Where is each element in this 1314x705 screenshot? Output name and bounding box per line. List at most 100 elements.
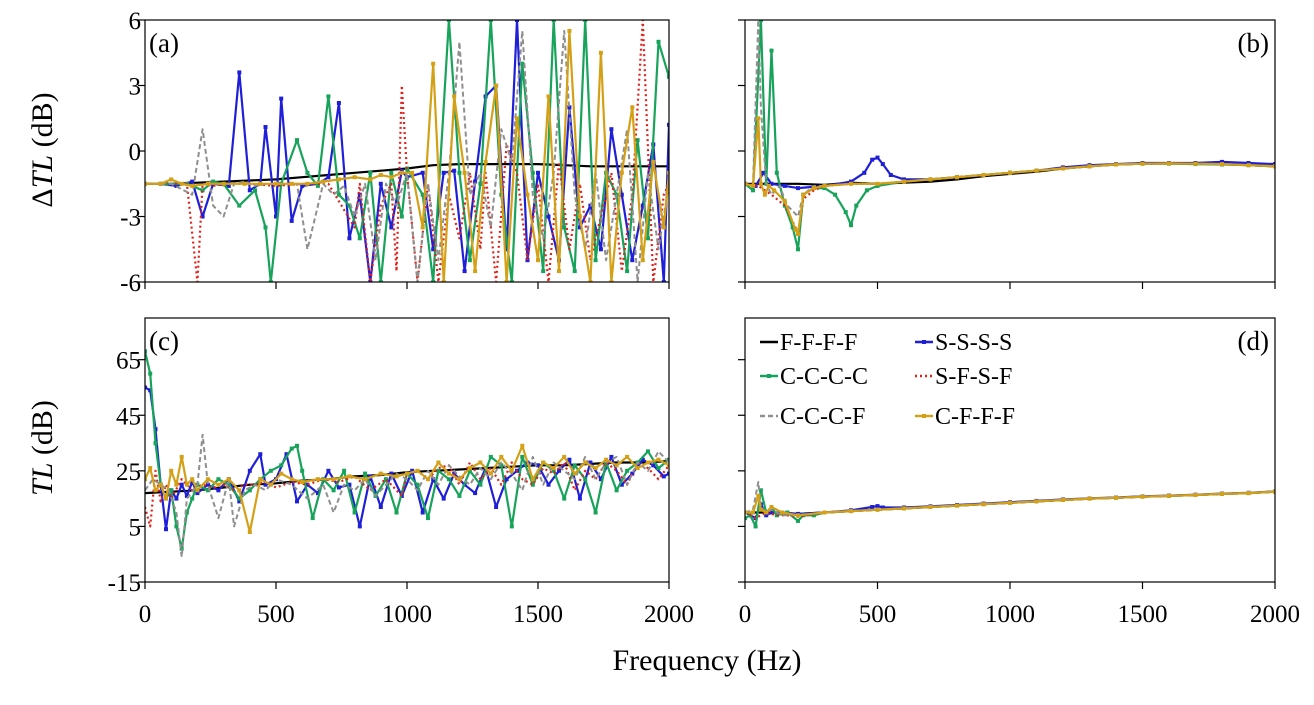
- panel-d: 0 500 1000 1500 2000 (d): [738, 317, 1300, 628]
- series-point-s-s-s-s: [1220, 159, 1224, 164]
- series-point-s-s-s-s: [336, 485, 341, 490]
- plot-frame: [744, 19, 1276, 283]
- series-point-c-f-f-f: [1140, 161, 1145, 166]
- series-point-c-c-c-c: [436, 468, 441, 473]
- series-point-s-s-s-s: [598, 247, 603, 252]
- series-point-c-c-c-c: [541, 269, 546, 274]
- series-point-c-c-c-c: [646, 449, 650, 454]
- series-point-c-f-f-f: [981, 173, 986, 177]
- series-point-c-c-c-c: [849, 223, 853, 228]
- series-point-c-f-f-f: [546, 94, 551, 99]
- legend-item-f-f-f-f: F-F-F-F: [760, 330, 857, 356]
- series-point-c-c-c-c: [625, 468, 630, 473]
- series-point-s-s-s-s: [184, 493, 189, 498]
- series-point-c-f-f-f: [557, 269, 561, 274]
- series-point-c-f-f-f: [478, 460, 483, 465]
- series-point-s-s-s-s: [609, 454, 614, 459]
- series-point-s-s-s-s: [769, 510, 774, 515]
- series-point-s-s-s-s: [247, 188, 252, 193]
- series-point-c-c-c-c: [247, 488, 252, 493]
- series-point-c-f-f-f: [179, 454, 184, 459]
- series-point-c-f-f-f: [822, 510, 827, 515]
- series-point-c-f-f-f: [764, 510, 769, 515]
- series-point-c-c-c-c: [415, 482, 420, 487]
- series-point-c-f-f-f: [1034, 168, 1039, 173]
- series-point-c-c-c-c: [520, 61, 525, 66]
- series-point-c-f-f-f: [221, 181, 226, 186]
- series-point-c-f-f-f: [625, 454, 630, 459]
- series-point-s-s-s-s: [420, 510, 425, 515]
- series-point-c-c-c-c: [488, 454, 493, 459]
- series-point-s-s-s-s: [630, 471, 635, 476]
- series-point-c-f-f-f: [1008, 170, 1012, 175]
- series-point-c-c-c-c: [237, 203, 242, 208]
- series-point-s-s-s-s: [368, 280, 373, 282]
- panel-b: (b): [738, 19, 1276, 289]
- series-point-s-s-s-s: [200, 214, 205, 219]
- series-point-c-f-f-f: [525, 192, 530, 197]
- series-point-c-c-c-c: [796, 518, 800, 523]
- series-point-c-f-f-f: [410, 170, 415, 175]
- series-point-c-f-f-f: [769, 505, 774, 509]
- series-point-c-f-f-f: [363, 477, 368, 482]
- series-point-c-c-c-c: [745, 516, 747, 521]
- series-point-s-s-s-s: [782, 183, 787, 188]
- series-point-s-s-s-s: [237, 70, 242, 75]
- series-point-c-f-f-f: [955, 503, 959, 508]
- series-line-c-c-c-f: [145, 433, 669, 558]
- series-line-c-f-f-f: [145, 444, 669, 534]
- series-point-c-f-f-f: [515, 116, 519, 121]
- series-point-c-c-c-c: [656, 466, 661, 471]
- panel-label: (b): [1238, 28, 1269, 58]
- series-point-c-c-c-c: [774, 513, 779, 518]
- legend-label: S-S-S-S: [935, 330, 1012, 356]
- panels: -6 -3 0 3 6 (a) (b) 0 500 1000 1500 2000 -15 5 25 45 65 (…: [108, 8, 1300, 628]
- series-point-c-c-c-c: [530, 170, 535, 175]
- series-point-c-c-c-c: [530, 482, 535, 487]
- series-point-s-s-s-s: [195, 491, 200, 496]
- series-point-s-s-s-s: [661, 280, 666, 282]
- series-point-c-f-f-f: [368, 177, 373, 182]
- series-point-c-c-c-c: [389, 170, 394, 175]
- series-point-s-s-s-s: [300, 183, 305, 188]
- legend-item-c-c-c-f: C-C-C-F: [760, 404, 865, 430]
- series-point-c-c-c-c: [457, 493, 462, 498]
- panel-label: (c): [149, 326, 179, 356]
- series-point-c-f-f-f: [530, 477, 535, 482]
- series-point-c-c-c-c: [315, 183, 320, 188]
- series-point-c-f-f-f: [242, 181, 247, 186]
- series-point-c-f-f-f: [1114, 162, 1118, 167]
- series-point-s-s-s-s: [640, 203, 645, 208]
- series-point-c-c-c-c: [843, 210, 848, 215]
- series-point-c-f-f-f: [782, 199, 787, 204]
- series-point-s-s-s-s: [441, 170, 446, 175]
- series-point-c-c-c-c: [384, 477, 388, 482]
- series-point-s-s-s-s: [431, 247, 436, 252]
- series-point-c-f-f-f: [169, 177, 174, 182]
- series-point-c-c-c-c: [211, 179, 216, 184]
- series-point-s-s-s-s: [667, 471, 669, 476]
- series-point-c-f-f-f: [536, 258, 540, 263]
- panel-c: 0 500 1000 1500 2000 -15 5 25 45 65 (c): [108, 317, 694, 628]
- legend-item-s-s-s-s: S-S-S-S: [915, 330, 1012, 356]
- series-point-c-c-c-c: [268, 280, 273, 282]
- panel-label: (a): [149, 28, 179, 58]
- x-tick-label: 1500: [1118, 601, 1168, 628]
- series-point-s-s-s-s: [399, 168, 404, 173]
- series-point-c-f-f-f: [902, 506, 906, 511]
- series-point-c-f-f-f: [494, 83, 499, 88]
- series-point-c-f-f-f: [646, 460, 650, 465]
- series-point-c-f-f-f: [446, 471, 451, 476]
- series-point-c-f-f-f: [796, 232, 800, 236]
- series-point-c-c-c-c: [774, 170, 779, 175]
- series-point-c-f-f-f: [258, 181, 263, 186]
- series-point-s-s-s-s: [378, 505, 383, 509]
- series-point-c-c-c-c: [148, 371, 153, 376]
- series-point-c-c-c-c: [357, 236, 362, 241]
- series-line-c-c-c-f: [745, 20, 1275, 218]
- series-point-c-f-f-f: [431, 61, 436, 66]
- series-point-c-c-c-c: [295, 443, 299, 448]
- series-point-c-f-f-f: [268, 482, 273, 487]
- series-point-s-s-s-s: [452, 168, 457, 173]
